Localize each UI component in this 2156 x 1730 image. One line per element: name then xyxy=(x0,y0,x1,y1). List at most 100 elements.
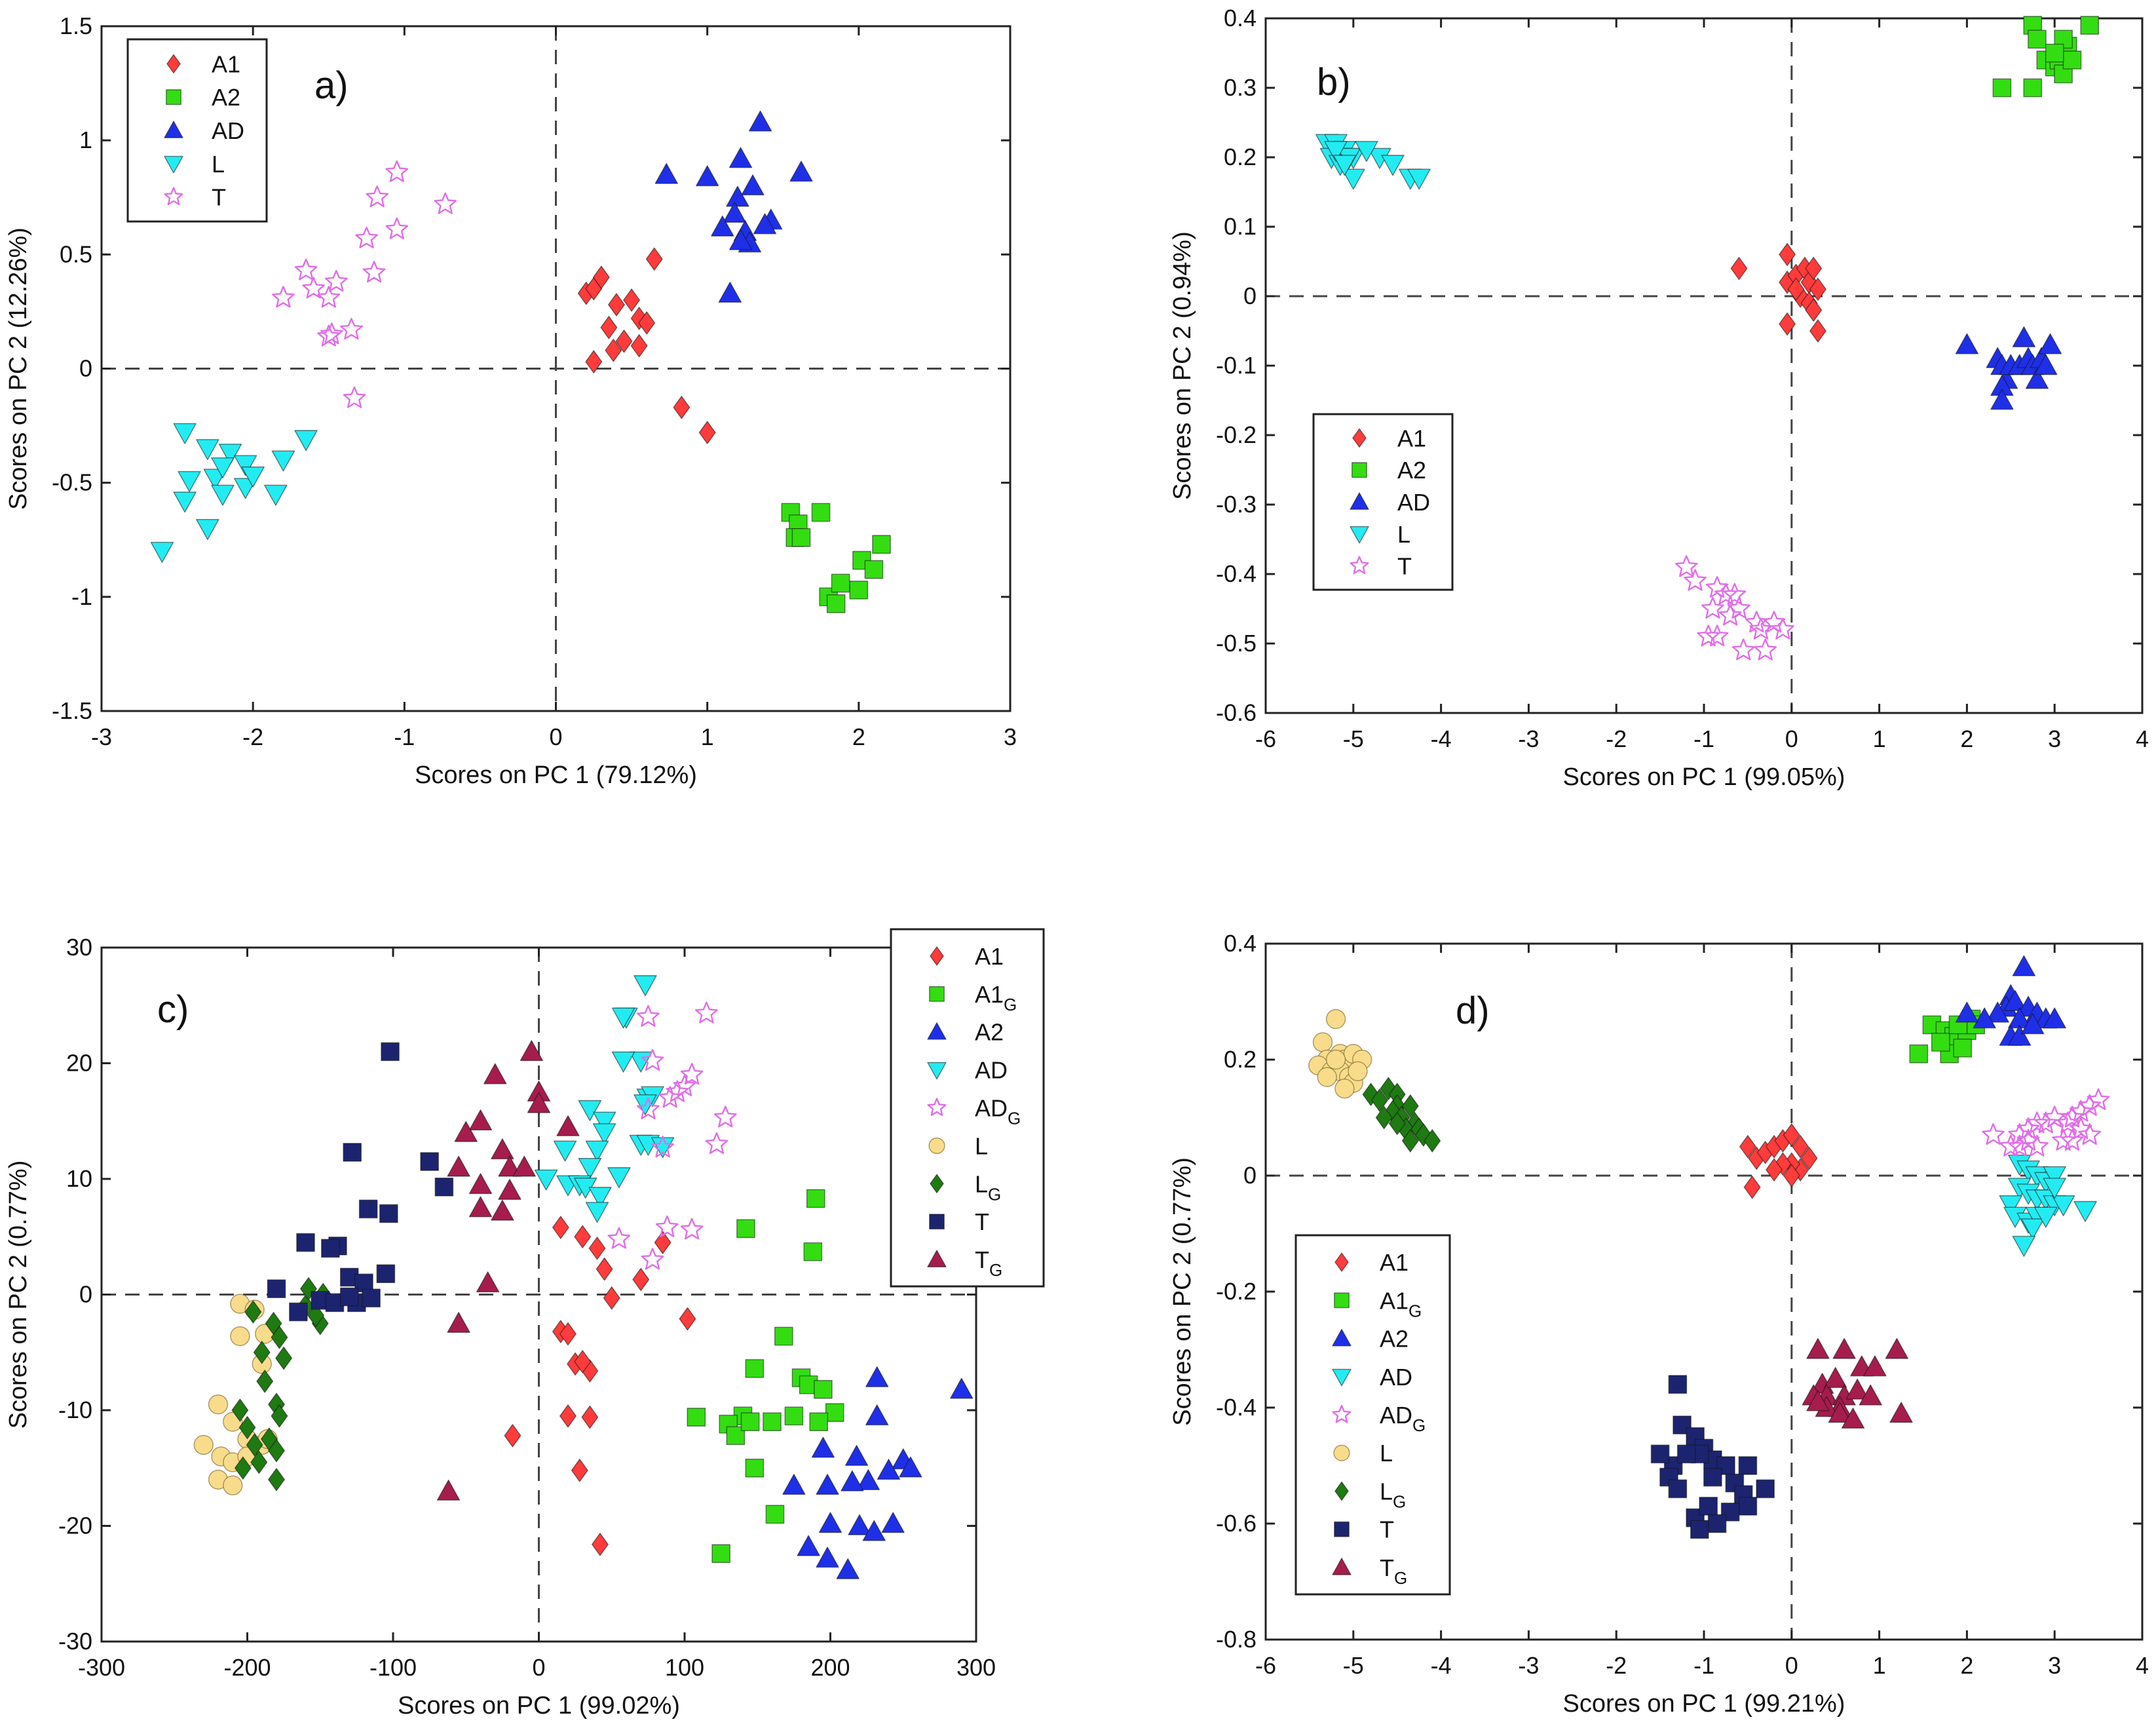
point-ad-g xyxy=(637,1097,660,1120)
point-ad xyxy=(2073,1201,2097,1222)
point-t xyxy=(381,1042,400,1062)
x-tick-label: -4 xyxy=(1431,1652,1452,1679)
x-tick-label: 1 xyxy=(1873,725,1886,752)
point-a1 xyxy=(623,288,641,312)
point-ad-g xyxy=(680,1218,704,1240)
point-t xyxy=(296,1233,315,1252)
point-l xyxy=(1407,168,1431,190)
x-tick-label: -2 xyxy=(242,723,263,750)
legend-marker xyxy=(1332,1328,1352,1347)
point-l-g xyxy=(1375,1105,1393,1130)
panel-label: d) xyxy=(1456,990,1490,1032)
x-tick-label: -6 xyxy=(1255,725,1276,752)
point-t-g xyxy=(1889,1402,1913,1423)
y-tick-label: 0.1 xyxy=(1224,213,1257,240)
y-tick-label: -0.6 xyxy=(1216,1510,1257,1537)
point-a1-g xyxy=(711,1544,730,1564)
x-tick-label: -5 xyxy=(1343,1652,1364,1679)
point-l xyxy=(223,1475,243,1495)
point-t xyxy=(1668,1479,1688,1499)
point-ad-g xyxy=(1999,1134,2022,1157)
x-tick-label: 300 xyxy=(956,1654,996,1681)
y-tick-label: 0 xyxy=(79,355,92,382)
point-a1 xyxy=(1792,1135,1809,1159)
legend-entry: AD xyxy=(975,1057,1008,1084)
point-t xyxy=(302,277,325,299)
legend-marker xyxy=(1334,1292,1350,1309)
point-a2 xyxy=(816,1474,839,1495)
point-l xyxy=(1317,1067,1337,1087)
legend-entry: AD xyxy=(1397,489,1430,516)
point-l xyxy=(1348,1061,1368,1081)
point-a1 xyxy=(588,1237,606,1260)
point-l-g xyxy=(307,1303,325,1327)
point-a1-g xyxy=(803,1242,823,1261)
point-l xyxy=(1325,1009,1346,1029)
point-t xyxy=(1745,611,1768,633)
point-t xyxy=(1690,1520,1709,1539)
x-axis-label: Scores on PC 1 (79.12%) xyxy=(415,761,697,789)
x-tick-label: 200 xyxy=(810,1654,850,1681)
point-t-g xyxy=(1863,1355,1887,1377)
point-a2 xyxy=(831,573,850,593)
point-ad xyxy=(728,147,753,168)
point-ad-g xyxy=(2078,1123,2102,1145)
legend-entry: L xyxy=(1380,1440,1393,1467)
point-l xyxy=(150,541,174,563)
point-ad xyxy=(2012,1235,2036,1257)
point-a2 xyxy=(816,1547,839,1568)
point-a1-g xyxy=(687,1408,706,1427)
point-ad xyxy=(2021,1218,2045,1240)
x-tick-label: 1 xyxy=(1873,1652,1886,1679)
point-t xyxy=(289,1302,308,1322)
point-a2 xyxy=(1992,78,2012,98)
point-t-g xyxy=(468,1196,493,1218)
point-t xyxy=(324,269,348,292)
y-tick-label: -0.6 xyxy=(1216,699,1257,726)
point-l xyxy=(196,439,219,461)
point-a2 xyxy=(844,1444,869,1466)
legend-entry: A2 xyxy=(1380,1326,1409,1353)
point-t xyxy=(325,1293,345,1313)
y-tick-label: -0.1 xyxy=(1216,352,1257,379)
point-t xyxy=(1705,625,1729,647)
y-tick-label: 0.2 xyxy=(1224,1046,1257,1073)
point-ad xyxy=(578,1100,602,1121)
point-t xyxy=(1754,638,1777,661)
point-ad xyxy=(553,1140,577,1162)
point-ad xyxy=(2043,1178,2066,1199)
point-ad-g xyxy=(705,1132,728,1154)
point-a1 xyxy=(559,1322,577,1346)
point-a1-g xyxy=(1931,1033,1950,1052)
point-a1-g xyxy=(745,1359,765,1378)
point-t-g xyxy=(520,1040,544,1062)
point-l xyxy=(1325,1049,1346,1070)
point-a2 xyxy=(881,1512,905,1533)
y-tick-label: -0.5 xyxy=(1216,630,1257,657)
point-a2 xyxy=(848,1514,871,1535)
legend-entry: L xyxy=(975,1132,988,1159)
point-t-g xyxy=(447,1311,470,1333)
point-ad xyxy=(1999,1195,2022,1216)
chart-panel-d: -6 -5 -4 -3 -2 -1 0 1 2 3 4 -0.8 -0.6 -0.4 -0.2 0 0.2 0.4… xyxy=(1169,930,2149,1718)
x-tick-label: -200 xyxy=(223,1654,271,1681)
point-ad-g xyxy=(641,1048,664,1071)
point-ad xyxy=(592,1111,616,1133)
point-t-g xyxy=(1841,1408,1865,1429)
x-tick-label: -300 xyxy=(78,1654,125,1681)
point-a1 xyxy=(559,1404,577,1428)
point-l xyxy=(1355,141,1378,163)
point-a2 xyxy=(2021,1013,2045,1035)
point-ad xyxy=(789,161,813,182)
point-l-g xyxy=(1371,1088,1388,1112)
point-l-g xyxy=(244,1300,262,1324)
point-t-g xyxy=(454,1121,478,1142)
y-tick-label: -1.5 xyxy=(52,697,92,724)
y-axis-label: Scores on PC 2 (0.94%) xyxy=(1169,231,1196,500)
point-t xyxy=(1674,555,1698,577)
point-t xyxy=(355,226,378,248)
y-tick-label: 0 xyxy=(1243,1162,1257,1189)
point-a1 xyxy=(581,1405,599,1429)
